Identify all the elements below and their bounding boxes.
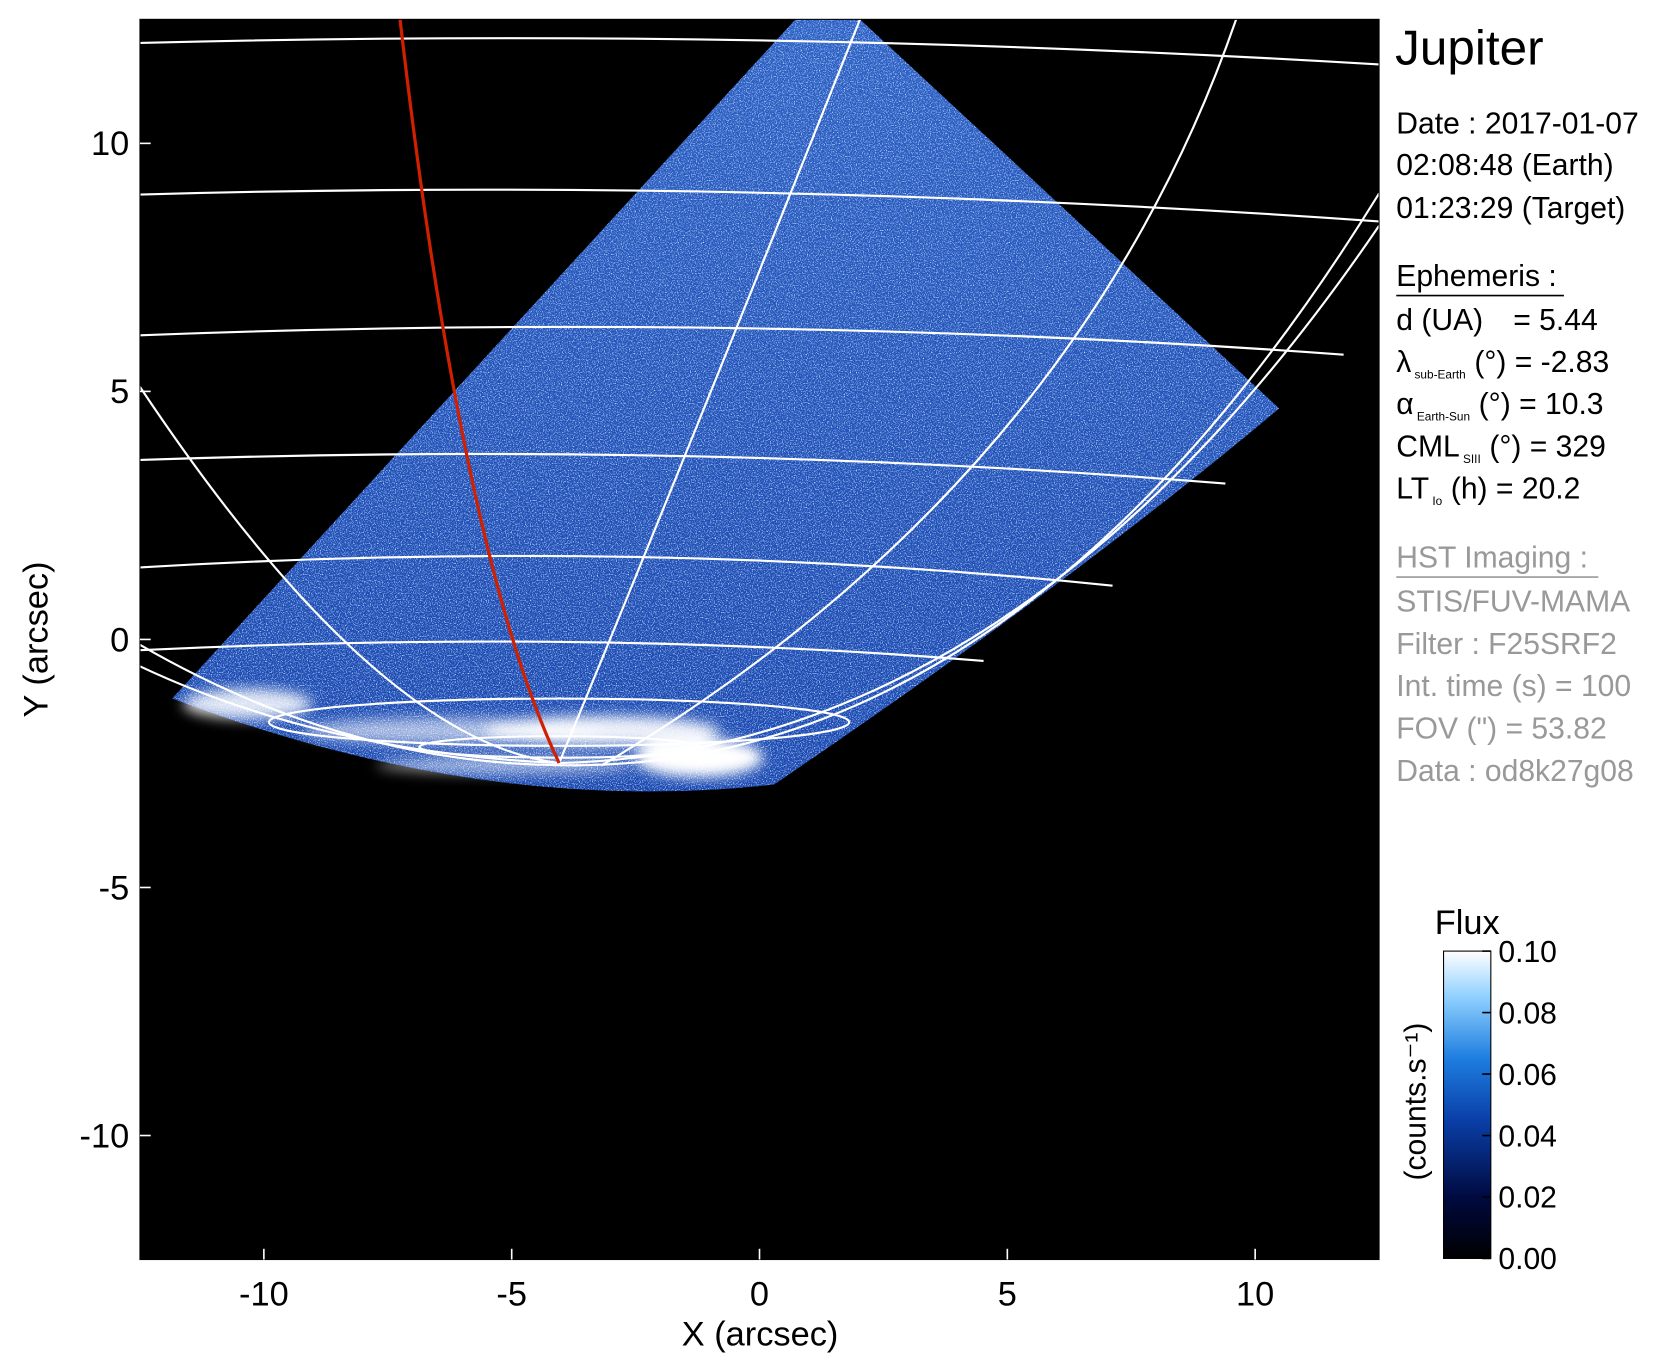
ephemeris-name: d (UA) — [1396, 304, 1483, 337]
ephemeris-value: (°) = -2.83 — [1474, 346, 1609, 379]
x-tick-label: -10 — [239, 1276, 289, 1314]
ephemeris-subscript: sub-Earth — [1415, 368, 1466, 382]
y-tick-label: -10 — [80, 1117, 130, 1155]
colorbar-tick-label: 0.06 — [1498, 1059, 1557, 1092]
y-tick-label: 10 — [91, 125, 129, 163]
colorbar — [1443, 950, 1492, 1259]
imaging-line: Filter : F25SRF2 — [1396, 628, 1617, 661]
x-axis-label: X (arcsec) — [682, 1316, 839, 1354]
imaging: STIS/FUV-MAMA Filter : F25SRF2 Int. time (… — [1396, 585, 1633, 787]
colorbar-tick-label: 0.08 — [1498, 997, 1557, 1030]
ephemeris-value: (°) = 10.3 — [1479, 388, 1604, 421]
ephemeris-line: λ sub-Earth (°) = -2.83 — [1396, 346, 1609, 381]
ephemeris-name: CML — [1396, 430, 1460, 463]
y-tick-label: -5 — [99, 869, 130, 907]
ephemeris-value: (°) = 329 — [1489, 430, 1606, 463]
emission-noise — [172, 19, 1280, 792]
colorbar-tick-label: 0.00 — [1498, 1243, 1557, 1276]
imaging-line: Int. time (s) = 100 — [1396, 670, 1631, 703]
x-tick-label: 5 — [998, 1276, 1017, 1314]
y-tick-label: 0 — [110, 621, 129, 659]
ephemeris-value: (h) = 20.2 — [1451, 472, 1581, 505]
image-layer — [139, 19, 1380, 1260]
ephemeris-line: CML SIII (°) = 329 — [1396, 430, 1606, 465]
imaging-line: STIS/FUV-MAMA — [1396, 585, 1630, 618]
ephemeris-heading: Ephemeris : — [1396, 260, 1556, 293]
colorbar-label: (counts.s⁻¹) — [1399, 1023, 1432, 1181]
ephemeris: d (UA) = 5.44 λ sub-Earth (°) = -2.83 α Earth-… — [1396, 304, 1609, 508]
ephemeris-subscript: Io — [1432, 494, 1442, 508]
x-tick-label: 10 — [1236, 1276, 1274, 1314]
y-tick-label: 5 — [110, 373, 129, 411]
imaging-heading: HST Imaging : — [1396, 541, 1588, 574]
date-line: 02:08:48 (Earth) — [1396, 149, 1613, 182]
planet-grid — [139, 19, 1380, 767]
date-line: Date : 2017-01-07 — [1396, 107, 1638, 140]
y-axis-label: Y (arcsec) — [18, 561, 56, 717]
imaging-line: FOV (") = 53.82 — [1396, 713, 1606, 746]
ephemeris-name: LT — [1396, 472, 1429, 505]
ephemeris-value: = 5.44 — [1513, 304, 1597, 337]
colorbar-tick-label: 0.04 — [1498, 1120, 1557, 1153]
ephemeris-line: d (UA) = 5.44 — [1396, 304, 1597, 337]
imaging-line: Data : od8k27g08 — [1396, 755, 1633, 788]
x-tick-label: 0 — [750, 1276, 769, 1314]
ephemeris-subscript: Earth-Sun — [1417, 410, 1470, 424]
colorbar-title: Flux — [1435, 904, 1500, 942]
ephemeris-name: λ — [1396, 346, 1411, 379]
ephemeris-name: α — [1396, 388, 1413, 421]
colorbar-tick-label: 0.10 — [1498, 936, 1557, 969]
ephemeris-line: α Earth-Sun (°) = 10.3 — [1396, 388, 1603, 423]
colorbar-tick-label: 0.02 — [1498, 1182, 1557, 1215]
x-tick-label: -5 — [496, 1276, 527, 1314]
ephemeris-subscript: SIII — [1463, 452, 1481, 466]
ephemeris-line: LT Io (h) = 20.2 — [1396, 472, 1580, 507]
io-footprint — [398, 19, 561, 764]
date-line: 01:23:29 (Target) — [1396, 192, 1625, 225]
panel-title: Jupiter — [1395, 20, 1543, 75]
